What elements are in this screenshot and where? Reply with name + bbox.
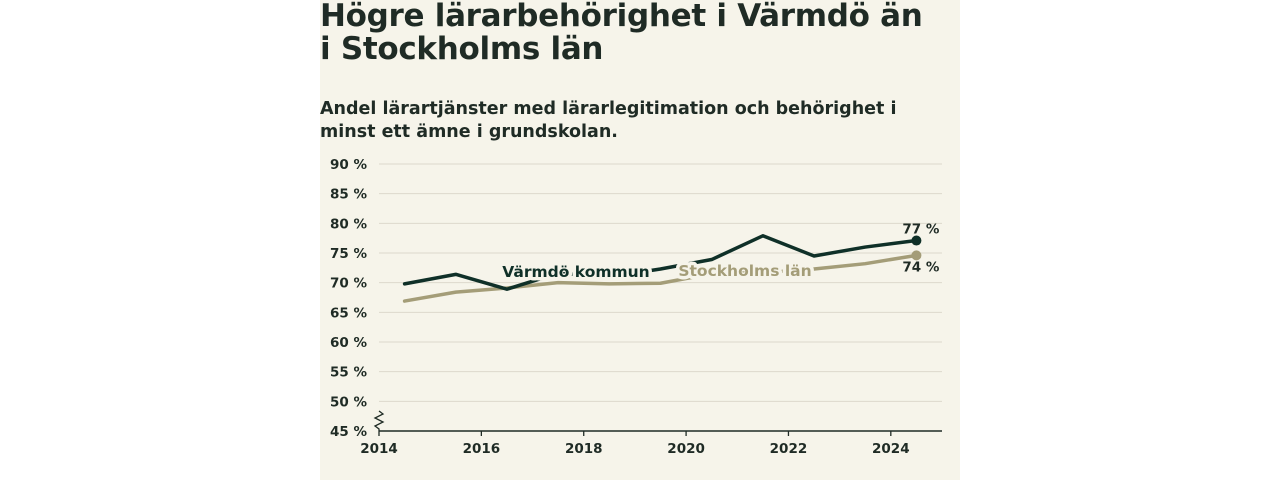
stockholm-end-point [911,250,922,261]
x-tick-label: 2018 [565,441,603,457]
y-tick-label: 90 % [330,157,367,173]
varmdo-end-label: 77 % [902,222,939,238]
y-tick-label: 70 % [330,276,367,292]
stockholm-series-label: Stockholms län [678,262,811,280]
y-tick-label: 45 % [330,424,367,440]
y-tick-label: 50 % [330,394,367,410]
y-tick-label: 80 % [330,216,367,232]
axis-break-icon [373,410,385,431]
x-tick-label: 2016 [463,441,501,457]
chart-title: Högre lärarbehörighet i Värmdö än i Stoc… [320,0,923,67]
x-tick-label: 2020 [667,441,705,457]
y-tick-label: 55 % [330,365,367,381]
line-chart: 90 % 85 % 80 % 75 % 70 % 65 % 60 % 55 % 50 % 45 %… [330,157,942,457]
y-tick-label: 85 % [330,187,367,203]
varmdo-series-label: Värmdö kommun [502,263,649,281]
stockholm-line [402,253,919,303]
x-tick-label: 2014 [360,441,398,457]
x-tick-label: 2022 [770,441,808,457]
varmdo-end-point [911,235,922,246]
varmdo-line [402,234,919,291]
y-tick-label: 75 % [330,246,367,262]
stockholm-end-label: 74 % [902,259,939,275]
chart-card: Högre lärarbehörighet i Värmdö än i Stoc… [320,0,960,480]
y-tick-label: 65 % [330,305,367,321]
y-tick-label: 60 % [330,335,367,351]
chart-subtitle: Andel lärartjänster med lärarlegitimatio… [320,99,897,142]
x-tick-label: 2024 [872,441,910,457]
